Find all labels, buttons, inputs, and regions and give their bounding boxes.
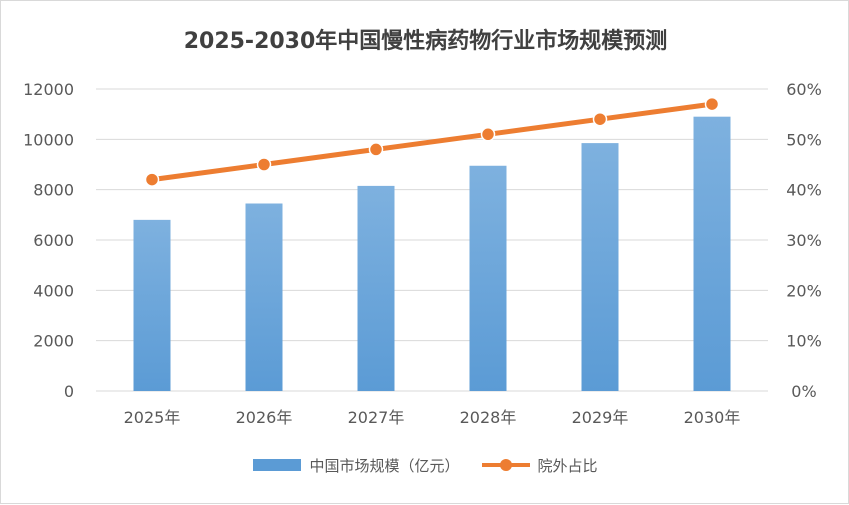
right-tick-label-6: 60%: [786, 80, 822, 99]
line-point-3: [480, 127, 496, 142]
left-tick-label-1: 2000: [33, 332, 74, 351]
line-point-2: [368, 142, 384, 157]
legend-label-market-size: 中国市场规模（亿元）: [309, 456, 460, 475]
line-point-1: [256, 157, 272, 172]
x-tick-label-0: 2025年: [124, 408, 181, 427]
legend-item-market-size: 中国市场规模（亿元）: [253, 455, 460, 476]
x-tick-label-5: 2030年: [684, 408, 741, 427]
right-tick-label-4: 40%: [786, 181, 822, 200]
bar-5: [693, 116, 731, 391]
line-series: [144, 96, 720, 187]
right-tick-label-5: 50%: [786, 130, 822, 149]
right-tick-label-1: 10%: [786, 332, 822, 351]
right-axis: 0% 10% 20% 30% 40% 50% 60%: [786, 80, 822, 401]
bar-3: [469, 165, 507, 391]
line-point-4: [592, 111, 608, 127]
bar-0: [133, 219, 171, 391]
x-tick-label-2: 2027年: [348, 408, 405, 427]
right-tick-label-0: 0%: [791, 382, 816, 401]
left-axis: 0 2000 4000 6000 8000 10000 12000: [23, 80, 74, 401]
legend-bar-swatch: [253, 459, 302, 471]
bar-2: [357, 185, 395, 391]
chart-title: 2025-2030年中国慢性病药物行业市场规模预测: [183, 29, 668, 54]
bar-1: [245, 203, 283, 391]
right-tick-label-2: 20%: [786, 281, 822, 300]
x-tick-label-4: 2029年: [572, 408, 629, 427]
x-tick-label-1: 2026年: [236, 408, 293, 427]
left-tick-label-2: 4000: [33, 281, 74, 300]
left-tick-label-0: 0: [64, 382, 74, 401]
line-path: [149, 101, 715, 183]
legend-label-outpatient-share: 院外占比: [537, 456, 598, 475]
left-tick-label-4: 8000: [33, 181, 74, 200]
left-tick-label-5: 10000: [23, 130, 74, 149]
x-axis: 2025年 2026年 2027年 2028年 2029年 2030年: [124, 408, 741, 427]
left-tick-label-6: 12000: [23, 80, 74, 99]
right-tick-label-3: 30%: [786, 231, 822, 250]
legend-item-outpatient-share: 院外占比: [481, 455, 598, 476]
bar-4: [581, 143, 619, 391]
legend: 中国市场规模（亿元） 院外占比: [1, 453, 849, 477]
line-point-5: [704, 96, 720, 112]
left-tick-label-3: 6000: [33, 231, 74, 250]
bar-series: [133, 116, 731, 391]
grid-lines: [96, 88, 768, 392]
legend-line-swatch: [481, 459, 530, 471]
x-tick-label-3: 2028年: [460, 408, 517, 427]
line-point-0: [144, 172, 160, 187]
